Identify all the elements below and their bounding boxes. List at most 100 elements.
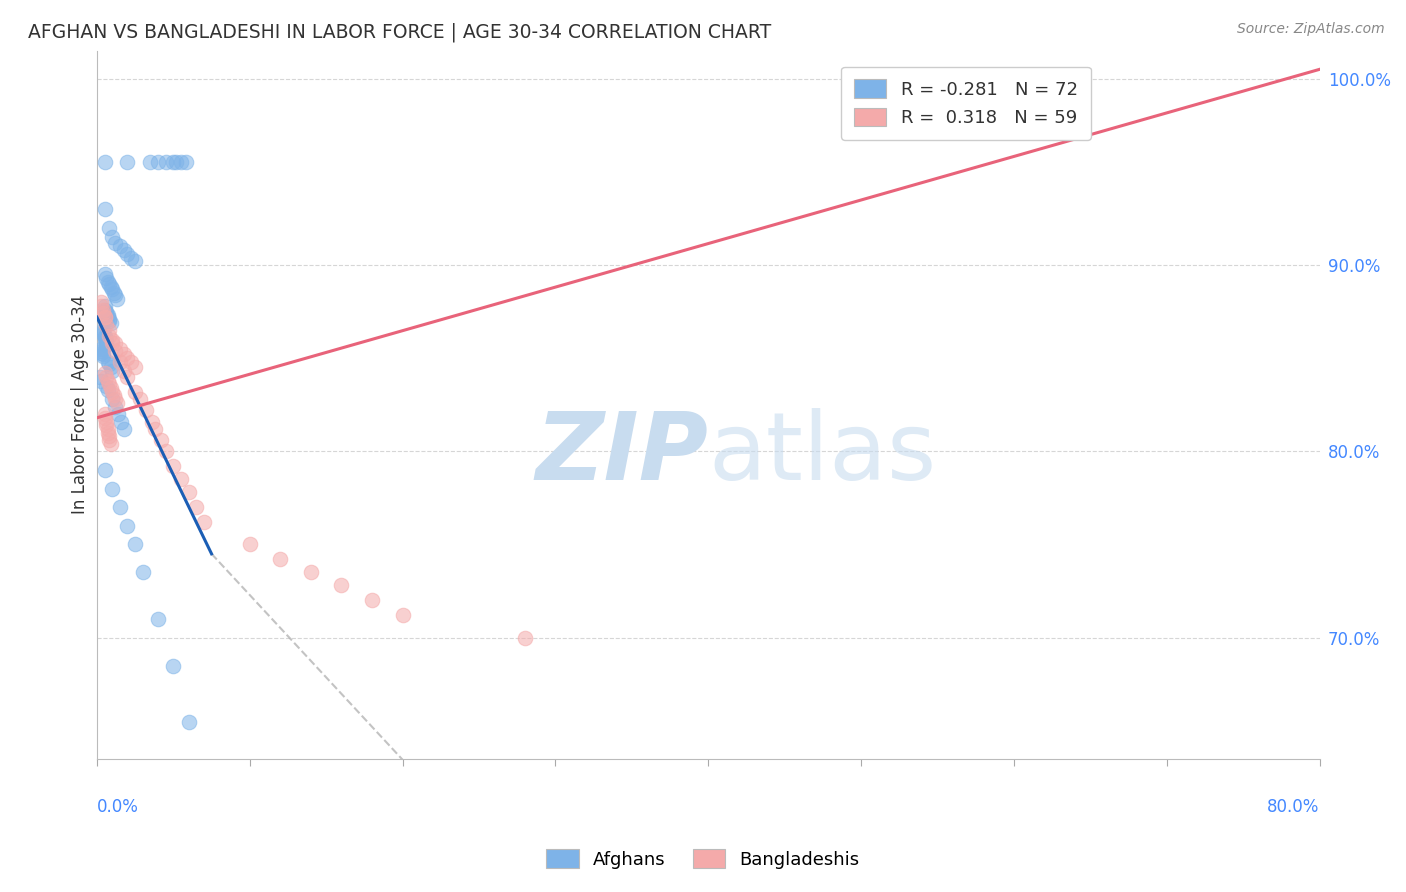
Point — [124, 384, 146, 399]
Point — [193, 515, 215, 529]
Point — [108, 500, 131, 515]
Point — [90, 342, 112, 356]
Point — [141, 415, 163, 429]
Point — [104, 343, 127, 358]
Point — [91, 306, 114, 320]
Point — [186, 500, 208, 515]
Point — [94, 369, 117, 384]
Text: ZIP: ZIP — [536, 409, 709, 500]
Point — [117, 519, 139, 533]
Point — [91, 347, 114, 361]
Point — [117, 155, 139, 169]
Point — [98, 328, 121, 343]
Point — [91, 326, 114, 341]
Point — [117, 351, 139, 366]
Point — [90, 345, 112, 359]
Text: AFGHAN VS BANGLADESHI IN LABOR FORCE | AGE 30-34 CORRELATION CHART: AFGHAN VS BANGLADESHI IN LABOR FORCE | A… — [28, 22, 772, 42]
Point — [101, 364, 124, 378]
Point — [97, 308, 120, 322]
Point — [143, 422, 166, 436]
Point — [97, 422, 120, 436]
Point — [90, 295, 112, 310]
Point — [94, 334, 117, 349]
Point — [98, 357, 121, 371]
Point — [98, 277, 121, 291]
Point — [299, 566, 322, 580]
Point — [97, 425, 120, 440]
Point — [101, 333, 124, 347]
Point — [100, 437, 122, 451]
Point — [120, 355, 142, 369]
Point — [112, 364, 135, 378]
Point — [112, 347, 135, 361]
Point — [94, 336, 117, 351]
Point — [93, 366, 115, 380]
Point — [108, 342, 131, 356]
Text: 0.0%: 0.0% — [97, 797, 139, 815]
Point — [93, 202, 115, 216]
Point — [135, 403, 157, 417]
Point — [97, 355, 120, 369]
Point — [89, 369, 111, 384]
Point — [108, 355, 131, 369]
Point — [146, 155, 169, 169]
Point — [94, 304, 117, 318]
Text: 80.0%: 80.0% — [1267, 797, 1320, 815]
Point — [849, 75, 872, 89]
Point — [391, 608, 413, 623]
Point — [98, 312, 121, 326]
Point — [361, 593, 384, 607]
Point — [91, 325, 114, 339]
Point — [117, 369, 139, 384]
Point — [93, 407, 115, 421]
Point — [94, 418, 117, 433]
Point — [101, 282, 124, 296]
Point — [174, 155, 197, 169]
Point — [124, 537, 146, 551]
Point — [101, 230, 124, 244]
Point — [104, 235, 127, 250]
Point — [162, 155, 184, 169]
Point — [104, 336, 127, 351]
Point — [177, 714, 200, 729]
Point — [94, 306, 117, 320]
Point — [104, 287, 127, 301]
Point — [98, 429, 121, 443]
Point — [165, 155, 187, 169]
Point — [90, 374, 112, 388]
Point — [100, 316, 122, 330]
Point — [155, 155, 177, 169]
Point — [100, 360, 122, 375]
Point — [101, 336, 124, 351]
Text: Source: ZipAtlas.com: Source: ZipAtlas.com — [1237, 22, 1385, 37]
Point — [97, 310, 120, 325]
Point — [93, 333, 115, 347]
Point — [93, 268, 115, 282]
Point — [104, 400, 127, 414]
Point — [93, 299, 115, 313]
Point — [97, 275, 120, 289]
Point — [98, 377, 121, 392]
Point — [100, 280, 122, 294]
Point — [117, 247, 139, 261]
Point — [98, 314, 121, 328]
Point — [98, 220, 121, 235]
Point — [124, 254, 146, 268]
Legend: R = -0.281   N = 72, R =  0.318   N = 59: R = -0.281 N = 72, R = 0.318 N = 59 — [841, 67, 1091, 140]
Point — [97, 383, 120, 397]
Point — [155, 444, 177, 458]
Point — [90, 299, 112, 313]
Legend: Afghans, Bangladeshis: Afghans, Bangladeshis — [538, 842, 868, 876]
Point — [103, 285, 125, 300]
Point — [90, 343, 112, 358]
Point — [132, 566, 155, 580]
Point — [94, 415, 117, 429]
Point — [91, 302, 114, 317]
Point — [162, 459, 184, 474]
Y-axis label: In Labor Force | Age 30-34: In Labor Force | Age 30-34 — [72, 295, 89, 515]
Point — [108, 239, 131, 253]
Point — [91, 349, 114, 363]
Point — [93, 155, 115, 169]
Point — [97, 374, 120, 388]
Point — [98, 433, 121, 447]
